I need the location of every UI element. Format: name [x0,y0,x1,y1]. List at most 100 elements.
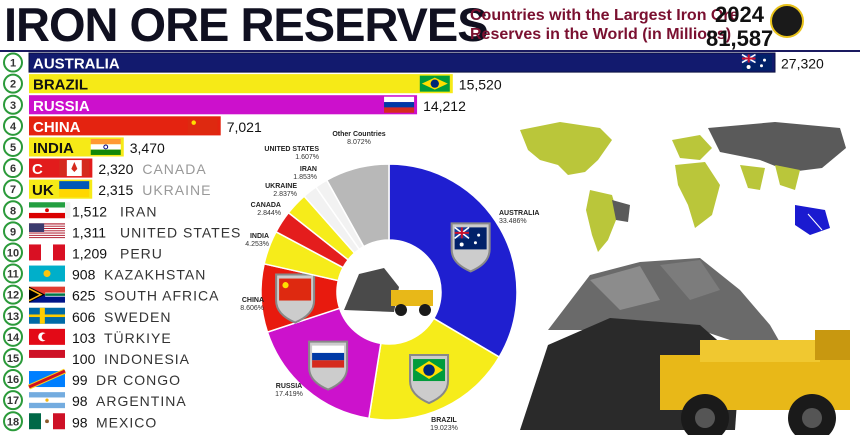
rank-badge [3,158,23,179]
slice-percent-label: 33.486% [499,218,527,225]
rank-badge [3,179,23,200]
bar-value-label: 98 [72,393,88,409]
rank-label: 4 [10,121,17,133]
usa-flag-icon [29,223,65,240]
argentina-flag-icon [29,392,65,409]
bar-value-label: 99 [72,372,88,388]
slice-percent-label: 1.853% [293,174,317,181]
india-flag-icon [90,138,121,155]
bar-category-label: BRAZIL [33,77,88,94]
bar-category-label: ARGENTINA [96,393,187,409]
rank-badge [3,263,23,284]
bar-category-code: UK [32,182,54,199]
rank-label: 2 [10,79,16,91]
turkiye-flag-icon [29,328,65,345]
brazil-flag-icon [419,75,450,92]
mexico-flag-icon [29,413,65,430]
bar-category-label: AUSTRALIA [33,56,120,73]
bar-category-label: UNITED STATES [120,224,241,240]
pie-slice [325,163,390,248]
rank-badge [3,94,23,115]
rank-badge [3,115,23,136]
page-title: IRON ORE RESERVES [4,0,489,51]
bar-category-label: KAZAKHSTAN [104,267,206,283]
total-counter: 81,587 [706,26,774,51]
indonesia-flag-icon [29,349,65,366]
rank-label: 17 [7,395,19,407]
slice-label: AUSTRALIA [499,210,539,217]
slice-percent-label: 19.023% [430,425,458,432]
rank-label: 13 [7,311,19,323]
bar-category-label: CHINA [33,119,81,136]
slice-label: Other Countries [332,131,385,138]
rank-badge [3,390,23,411]
channel-logo [770,4,804,38]
rank-label: 1 [10,58,16,70]
slice-label: RUSSIA [276,383,302,390]
australia-flag-icon [741,53,772,71]
slice-label: UNITED STATES [264,146,319,153]
slice-label: UKRAINE [265,183,297,190]
header-divider [0,50,860,52]
bar-category-label: RUSSIA [33,98,90,115]
bar-category-label: IRAN [120,203,157,219]
rank-label: 3 [10,100,16,112]
bar-value-label: 1,209 [72,245,107,261]
rank-label: 12 [7,290,19,302]
slice-percent-label: 8.606% [240,305,264,312]
bar-value-label: 100 [72,351,96,367]
rank-badge [3,136,23,157]
bar-category-label: UKRAINE [142,182,211,198]
iran-flag-icon [29,202,65,219]
rank-badge [3,411,23,432]
bar-value-label: 3,470 [130,140,165,156]
bar-value-label: 908 [72,267,96,283]
rank-label: 6 [10,163,16,175]
year-label: 2024 [715,2,764,27]
chart-subtitle: Countries with the Largest Iron Ore Rese… [470,6,738,44]
bar-category-label: MEXICO [96,414,157,430]
slice-percent-label: 8.072% [347,139,371,146]
rank-badge [3,221,23,242]
rank-badge [3,73,23,94]
slice-label: CHINA [242,297,264,304]
bar-category-label: SOUTH AFRICA [104,288,219,304]
china-flag-icon [187,117,218,134]
iron-ore-truck-image [520,258,850,435]
bar [29,74,453,94]
slice-label: INDIA [250,233,269,240]
rank-badge [3,347,23,368]
rank-label: 5 [10,142,16,154]
rank-label: 10 [7,247,19,259]
kazakhstan-flag-icon [29,265,65,282]
bar-category-label: INDIA [33,140,74,157]
slice-percent-label: 17.419% [275,391,303,398]
slice-percent-label: 1.607% [295,154,319,161]
canada-flag-icon [59,160,90,177]
rank-badge [3,305,23,326]
slice-label: CANADA [251,202,281,209]
rank-badge [3,284,23,305]
rank-badge [3,369,23,390]
bar [28,52,776,73]
china-flag-icon [279,278,312,301]
bar [29,95,418,115]
sweden-flag-icon [29,307,65,324]
slice-percent-label: 4.253% [245,241,269,248]
south-africa-flag-icon [28,286,65,303]
rank-badge [3,200,23,221]
bar-value-label: 625 [72,288,96,304]
slice-label: BRAZIL [431,417,457,424]
world-map-image [505,115,850,265]
rank-label: 16 [7,374,19,386]
russia-flag-icon [312,345,345,368]
bar-category-label: TÜRKIYE [104,329,172,346]
bar-value-label: 606 [72,309,96,325]
bar-category-label: CANADA [142,161,206,177]
bar-value-label: 27,320 [781,56,824,72]
ukraine-flag-icon [59,181,90,198]
bar-value-label: 98 [72,414,88,430]
bar-value-label: 2,320 [98,161,133,177]
rank-label: 18 [7,416,19,428]
